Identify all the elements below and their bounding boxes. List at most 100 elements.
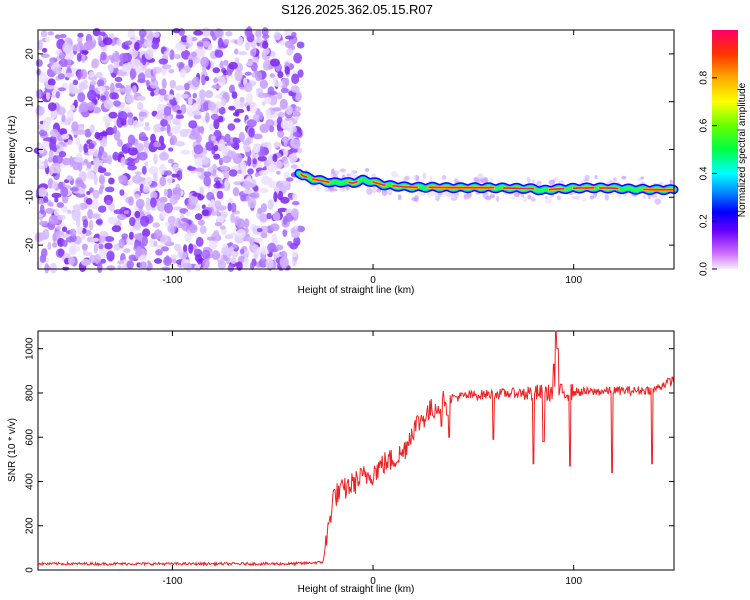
noise-blob	[81, 54, 86, 64]
noise-blob	[478, 178, 485, 183]
noise-blob	[104, 186, 115, 193]
noise-blob	[289, 242, 298, 250]
noise-blob	[391, 170, 398, 178]
noise-blob	[219, 60, 224, 69]
noise-blob	[139, 261, 147, 269]
track-peak-segment	[392, 185, 418, 189]
noise-blob	[91, 213, 101, 219]
noise-blob	[89, 124, 95, 133]
noise-blob	[204, 90, 214, 98]
noise-blob	[170, 225, 175, 236]
noise-blob	[594, 175, 598, 179]
noise-blob	[56, 225, 61, 231]
noise-blob	[67, 109, 74, 120]
noise-blob	[297, 147, 303, 154]
noise-blob	[98, 236, 106, 244]
noise-blob	[117, 111, 128, 122]
y-tick-label: 600	[25, 428, 36, 445]
noise-blob	[41, 47, 48, 53]
noise-blob	[149, 168, 157, 173]
noise-blob	[47, 178, 54, 189]
noise-blob	[231, 91, 238, 99]
noise-blob	[429, 175, 433, 181]
noise-blob	[95, 219, 103, 225]
noise-blob	[210, 199, 215, 207]
noise-blob	[88, 142, 95, 149]
noise-blob	[155, 249, 163, 256]
noise-blob	[116, 38, 122, 46]
noise-blob	[81, 243, 89, 251]
noise-blob	[51, 192, 62, 199]
noise-blob	[213, 230, 220, 237]
noise-blob	[221, 98, 227, 107]
noise-blob	[196, 41, 205, 47]
noise-blob	[483, 177, 489, 184]
noise-blob	[242, 180, 253, 190]
noise-blob	[197, 257, 203, 265]
noise-blob	[81, 171, 87, 183]
noise-blob	[187, 166, 197, 171]
noise-blob	[193, 144, 204, 155]
noise-blob	[80, 69, 88, 80]
noise-blob	[191, 51, 197, 58]
noise-blob	[152, 222, 161, 228]
noise-blob	[236, 228, 246, 239]
noise-blob	[229, 84, 235, 94]
noise-blob	[77, 32, 84, 38]
noise-blob	[351, 169, 356, 174]
noise-blob	[44, 265, 51, 271]
noise-blob	[218, 106, 226, 115]
noise-blob	[141, 165, 147, 175]
noise-blob	[186, 34, 193, 44]
noise-blob	[170, 173, 180, 178]
track-peak-segment	[312, 178, 330, 183]
colorbar-tick-label: 0.8	[699, 70, 710, 84]
y-tick-label: 20	[25, 48, 36, 60]
noise-blob	[179, 68, 186, 78]
noise-blob	[88, 71, 95, 78]
noise-blob	[165, 221, 170, 227]
noise-blob	[212, 67, 221, 74]
noise-blob	[247, 168, 254, 175]
noise-blob	[169, 135, 178, 146]
noise-blob	[53, 208, 60, 217]
noise-blob	[422, 172, 427, 180]
noise-blob	[153, 123, 162, 133]
noise-blob	[58, 87, 66, 92]
noise-blob	[249, 48, 257, 57]
noise-blob	[175, 114, 185, 120]
noise-blob	[156, 201, 167, 212]
noise-blob	[412, 175, 417, 180]
noise-blob	[187, 97, 193, 106]
noise-blob	[132, 120, 140, 129]
noise-blob	[273, 141, 281, 148]
noise-blob	[128, 196, 134, 206]
noise-blob	[43, 196, 49, 203]
noise-blob	[236, 261, 243, 271]
noise-blob	[175, 92, 181, 103]
noise-blob	[69, 155, 74, 167]
noise-blob	[404, 175, 410, 181]
noise-blob	[92, 237, 100, 242]
noise-blob	[216, 216, 224, 223]
noise-blob	[257, 155, 267, 162]
noise-blob	[233, 118, 241, 123]
noise-blob	[81, 227, 87, 234]
noise-blob	[220, 165, 229, 171]
noise-blob	[59, 33, 67, 39]
noise-blob	[134, 219, 142, 231]
noise-blob	[105, 200, 112, 206]
noise-blob	[40, 30, 48, 38]
noise-blob	[269, 50, 276, 58]
noise-blob	[272, 211, 281, 222]
noise-blob	[39, 220, 48, 226]
noise-blob	[88, 254, 98, 264]
noise-blob	[92, 28, 101, 37]
noise-blob	[186, 106, 194, 117]
noise-blob	[291, 110, 301, 118]
noise-blob	[66, 175, 73, 182]
noise-blob	[135, 171, 142, 176]
noise-blob	[219, 225, 226, 230]
noise-blob	[243, 82, 253, 93]
noise-blob	[210, 135, 216, 142]
